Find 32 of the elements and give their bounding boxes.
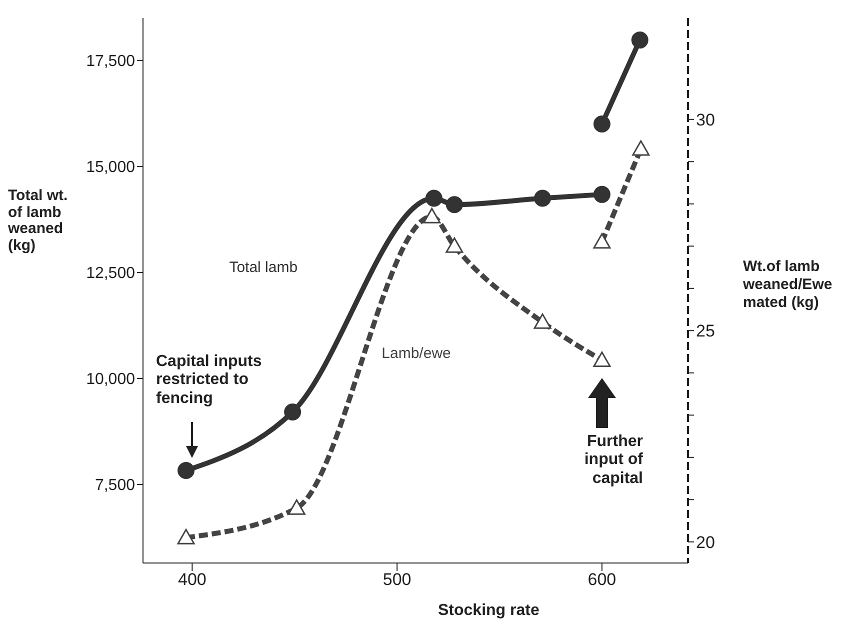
x-tick-label: 500 bbox=[382, 570, 412, 590]
y-tick-label: 17,500 bbox=[86, 53, 136, 70]
y-tick-label: 10,000 bbox=[86, 371, 136, 388]
y2-tick-label: 20 bbox=[696, 532, 715, 552]
annotation: Further input of capital bbox=[583, 433, 643, 488]
point bbox=[534, 190, 552, 207]
x-tick-label: 600 bbox=[588, 570, 616, 590]
point bbox=[593, 351, 611, 367]
point bbox=[631, 32, 648, 49]
x-tick-label: 400 bbox=[178, 570, 206, 590]
x-axis-title: Stocking rate bbox=[438, 602, 540, 620]
y2-tick-label: 25 bbox=[696, 322, 715, 341]
y-tick-label: 12,500 bbox=[86, 265, 136, 282]
y-tick-label: 7,500 bbox=[94, 477, 136, 494]
point bbox=[446, 237, 464, 253]
y-tick-label: 15,000 bbox=[86, 159, 136, 176]
text: Total lamb bbox=[229, 259, 298, 276]
point bbox=[593, 186, 610, 203]
point bbox=[284, 404, 302, 421]
point bbox=[593, 116, 610, 133]
point bbox=[288, 499, 306, 515]
y2-tick-label: 30 bbox=[696, 110, 715, 130]
point bbox=[446, 196, 463, 214]
y2-axis-title: Wt.of lamb weaned/Ewe mated (kg) bbox=[743, 258, 834, 312]
series-label: Lamb/ewe bbox=[382, 345, 451, 362]
point bbox=[534, 313, 552, 329]
point bbox=[425, 190, 442, 207]
point bbox=[423, 208, 441, 224]
point bbox=[177, 528, 195, 544]
point bbox=[178, 462, 195, 480]
annotation: Capital inputs restricted to fencing bbox=[156, 353, 263, 408]
y-axis-title: Total wt. of lamb weaned (kg) bbox=[8, 187, 69, 254]
